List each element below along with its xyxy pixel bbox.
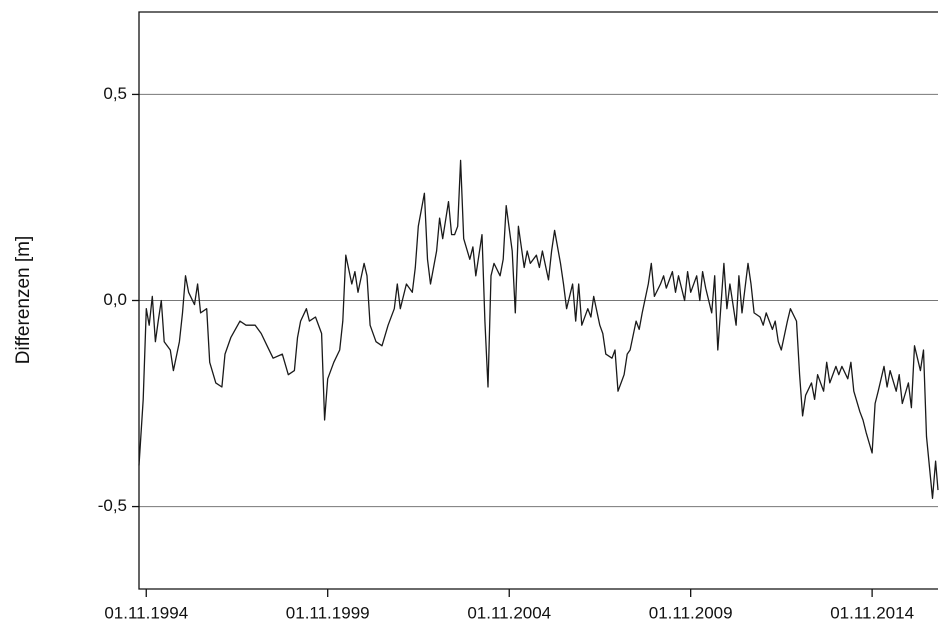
plot-frame bbox=[138, 11, 938, 590]
data-line bbox=[138, 159, 939, 499]
y-tick-label: -0,5 bbox=[98, 496, 127, 515]
x-tick-label: 01.11.2014 bbox=[830, 603, 914, 622]
x-tick-label: 01.11.2004 bbox=[467, 603, 551, 622]
x-tick-label: 01.11.2009 bbox=[649, 603, 733, 622]
y-tick-label: 0,5 bbox=[103, 84, 127, 103]
x-tick-label: 01.11.1999 bbox=[286, 603, 370, 622]
y-axis-label: Differenzen [m] bbox=[13, 236, 34, 364]
x-tick-label: 01.11.1994 bbox=[104, 603, 188, 622]
y-tick-label: 0,0 bbox=[103, 290, 127, 309]
